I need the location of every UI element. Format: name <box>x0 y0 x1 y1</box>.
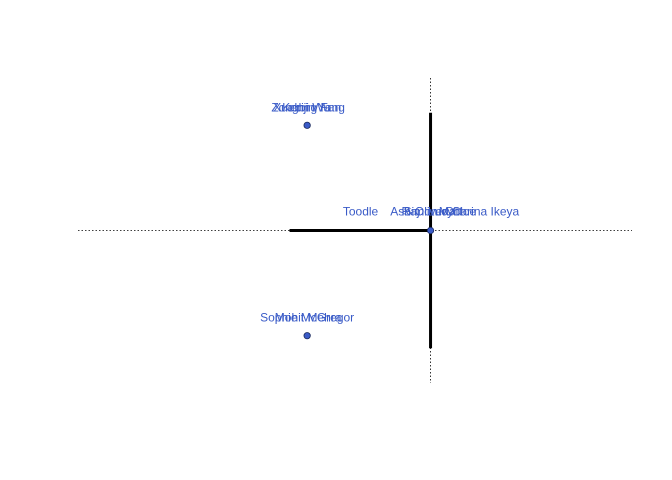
data-point <box>303 332 311 340</box>
points-layer <box>303 121 435 340</box>
point-label: Zongbin Yang <box>271 100 345 114</box>
point-label: Xuebing Fan <box>273 100 341 114</box>
point-label: Sophie McGregor <box>260 311 354 325</box>
point-label: Carina Ikeya <box>452 205 520 219</box>
point-label: Ash <box>390 205 411 219</box>
point-label: Chloe <box>445 205 477 219</box>
point-label: Mohit Mehra <box>275 311 342 325</box>
data-point <box>426 226 435 235</box>
point-label: Raj <box>402 205 420 219</box>
data-point <box>303 121 311 129</box>
point-label: Matt <box>439 205 463 219</box>
point-label: Kenji Wu <box>282 100 330 114</box>
point-label: Toodle <box>343 205 379 219</box>
point-label: Oliver <box>415 205 446 219</box>
point-label: Lucy <box>428 205 453 219</box>
point-label: Simon <box>404 205 438 219</box>
